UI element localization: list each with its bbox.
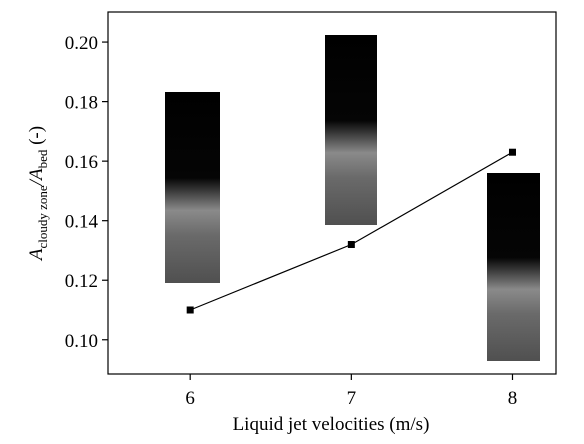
y-axis-label: Acloudy zone/Abed (-)	[26, 126, 50, 262]
inset-image	[165, 92, 220, 283]
y-tick-label: 0.10	[65, 331, 98, 352]
y-tick-label: 0.20	[65, 33, 98, 54]
y-label-part: /A	[26, 168, 47, 186]
y-tick-label: 0.16	[65, 152, 98, 173]
data-point	[508, 148, 516, 156]
plot-frame	[107, 11, 557, 375]
x-tick-label: 7	[347, 388, 357, 409]
y-tick-label: 0.14	[65, 212, 99, 233]
x-tick-label: 8	[508, 388, 518, 409]
data-point	[186, 306, 194, 314]
y-tick-label: 0.18	[65, 93, 98, 114]
x-axis-label: Liquid jet velocities (m/s)	[233, 414, 430, 435]
y-label-part: A	[26, 248, 47, 262]
y-label-part: (-)	[26, 126, 47, 150]
data-point	[347, 241, 355, 249]
y-label-sub: bed	[35, 149, 50, 168]
inset-images	[165, 35, 540, 361]
inset-image	[487, 173, 540, 361]
y-tick-label: 0.12	[65, 271, 98, 292]
x-tick-label: 6	[185, 388, 195, 409]
inset-image	[325, 35, 377, 225]
y-label-sub: cloudy zone	[35, 185, 50, 248]
